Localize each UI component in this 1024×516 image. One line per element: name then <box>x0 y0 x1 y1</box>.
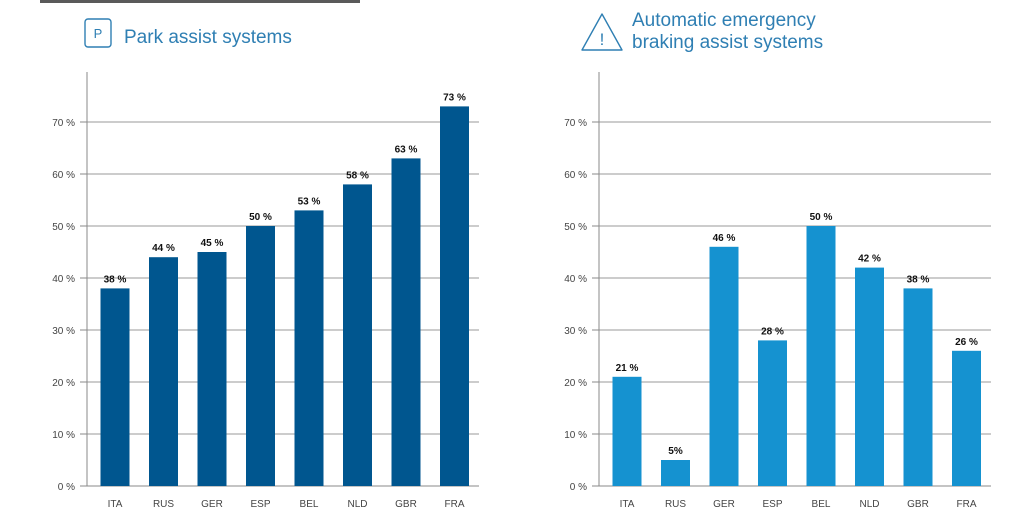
x-tick-label: GBR <box>907 499 929 510</box>
y-tick-label: 50 % <box>564 222 587 233</box>
data-label: 38 % <box>104 274 127 285</box>
data-label: 5% <box>668 446 683 457</box>
y-tick-label: 50 % <box>52 222 75 233</box>
chart-title-line: Park assist systems <box>124 27 292 48</box>
bar <box>197 252 227 486</box>
y-tick-label: 30 % <box>564 326 587 337</box>
data-label: 46 % <box>713 233 736 244</box>
park-assist-chart: 0 % 10 % 20 % 30 % 40 % 50 % 60 % 70 % 38 % ITA 44… <box>52 72 479 510</box>
x-tick-label: BEL <box>300 499 319 510</box>
parking-icon: P <box>84 18 112 48</box>
svg-text:!: ! <box>600 30 605 49</box>
y-tick-label: 0 % <box>570 482 587 493</box>
x-tick-label: GBR <box>395 499 417 510</box>
data-label: 58 % <box>346 170 369 181</box>
data-label: 53 % <box>298 196 321 207</box>
bar <box>758 340 787 486</box>
x-tick-label: ESP <box>250 499 270 510</box>
y-tick-label: 0 % <box>58 482 75 493</box>
x-tick-label: RUS <box>153 499 174 510</box>
x-tick-label: NLD <box>347 499 367 510</box>
bar <box>855 267 884 486</box>
data-label: 38 % <box>907 274 930 285</box>
x-tick-label: ITA <box>620 499 635 510</box>
emergency-braking-panel: ! Automatic emergency braking assist sys… <box>512 0 1024 516</box>
y-tick-label: 60 % <box>564 170 587 181</box>
bar <box>343 184 372 486</box>
bar <box>952 350 981 486</box>
y-tick-label: 60 % <box>52 170 75 181</box>
bar <box>246 226 275 486</box>
y-tick-label: 40 % <box>564 274 587 285</box>
data-label: 63 % <box>395 144 418 155</box>
data-label: 50 % <box>249 212 272 223</box>
data-label: 44 % <box>152 243 175 254</box>
x-tick-label: ESP <box>762 499 782 510</box>
park-assist-panel: P Park assist systems 0 % 10 % 20 % 30 % 40 … <box>52 18 479 510</box>
data-label: 42 % <box>858 254 881 265</box>
y-tick-label: 10 % <box>52 430 75 441</box>
data-label: 73 % <box>443 92 466 103</box>
y-tick-label: 70 % <box>564 118 587 129</box>
bar <box>612 376 642 486</box>
bar <box>100 288 130 486</box>
y-tick-label: 10 % <box>564 430 587 441</box>
chart-title: Park assist systems <box>124 27 292 49</box>
bar <box>661 460 690 486</box>
y-tick-label: 30 % <box>52 326 75 337</box>
data-label: 28 % <box>761 326 784 337</box>
warning-icon: ! <box>580 12 624 52</box>
bar <box>149 257 178 486</box>
y-tick-label: 70 % <box>52 118 75 129</box>
y-tick-label: 20 % <box>52 378 75 389</box>
chart-title-line: braking assist systems <box>632 32 824 53</box>
data-label: 26 % <box>955 337 978 348</box>
y-tick-label: 40 % <box>52 274 75 285</box>
x-tick-label: GER <box>713 499 735 510</box>
emergency-braking-chart: 0 % 10 % 20 % 30 % 40 % 50 % 60 % 70 % 21 % ITA 5%… <box>564 72 991 510</box>
x-tick-label: FRA <box>445 499 465 510</box>
x-tick-label: NLD <box>859 499 879 510</box>
x-tick-label: RUS <box>665 499 686 510</box>
data-label: 45 % <box>201 238 224 249</box>
bar <box>806 226 836 486</box>
bar <box>709 246 739 486</box>
x-tick-label: ITA <box>108 499 123 510</box>
chart-title: Automatic emergency braking assist syste… <box>632 10 823 54</box>
x-tick-label: BEL <box>812 499 831 510</box>
bar <box>440 106 469 487</box>
x-tick-label: FRA <box>957 499 977 510</box>
bar <box>391 158 421 486</box>
chart-title-line: Automatic emergency <box>632 10 816 31</box>
top-rule <box>40 0 360 3</box>
bar <box>903 288 933 486</box>
x-tick-label: GER <box>201 499 223 510</box>
bar <box>294 210 324 486</box>
y-tick-label: 20 % <box>564 378 587 389</box>
data-label: 21 % <box>616 363 639 374</box>
data-label: 50 % <box>810 212 833 223</box>
svg-text:P: P <box>94 26 103 41</box>
